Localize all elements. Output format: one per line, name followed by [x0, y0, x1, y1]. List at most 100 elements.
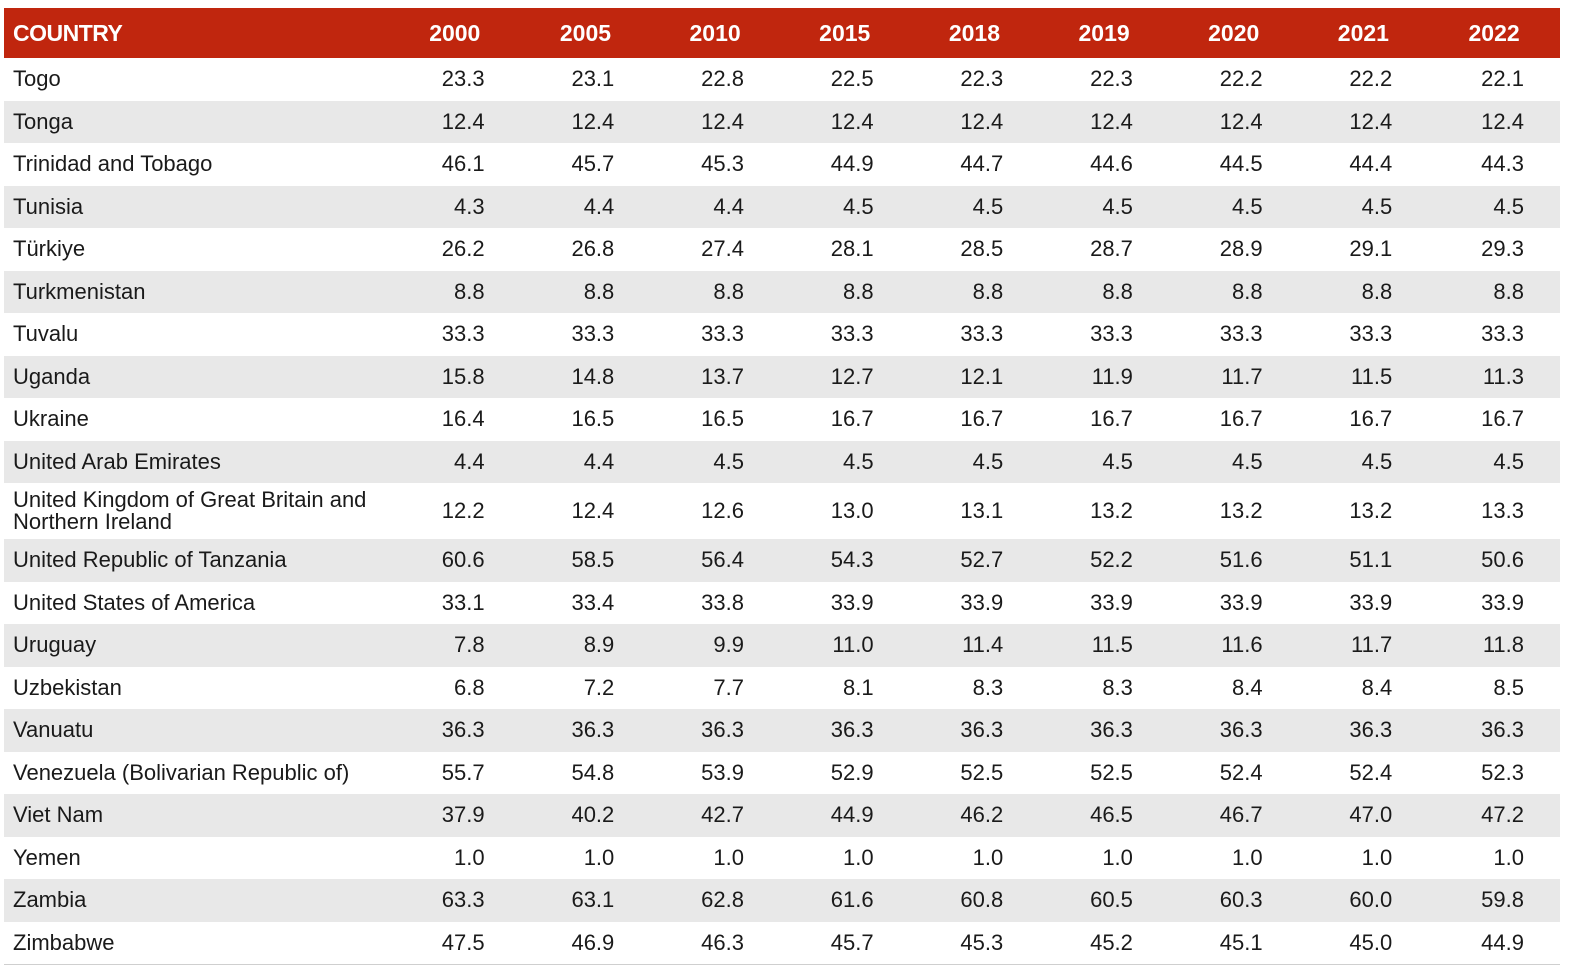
value-cell: 29.1	[1298, 228, 1429, 271]
value-cell: 33.9	[779, 581, 910, 624]
value-cell: 13.1	[909, 483, 1040, 539]
value-cell: 55.7	[388, 751, 521, 794]
country-name-cell: Tonga	[4, 100, 389, 143]
value-cell: 28.1	[779, 228, 910, 271]
value-cell: 6.8	[388, 666, 521, 709]
table-row: Venezuela (Bolivarian Republic of) 55.7 54…	[4, 751, 1560, 794]
value-cell: 13.2	[1168, 483, 1299, 539]
value-cell: 8.8	[388, 270, 521, 313]
data-table-container: COUNTRY 2000 2005 2010 2015 2018 2019 2020 2021 2…	[4, 8, 1560, 965]
value-cell: 23.3	[388, 58, 521, 101]
country-name-cell: United Republic of Tanzania	[4, 539, 389, 582]
value-cell: 4.5	[1428, 440, 1560, 483]
value-cell: 12.4	[779, 100, 910, 143]
value-cell: 46.3	[650, 921, 780, 965]
value-cell: 8.8	[1168, 270, 1299, 313]
country-name-cell: Uzbekistan	[4, 666, 389, 709]
value-cell: 11.9	[1039, 355, 1169, 398]
value-cell: 60.3	[1168, 879, 1299, 922]
value-cell: 22.5	[779, 58, 910, 101]
value-cell: 22.8	[650, 58, 780, 101]
column-header-year: 2020	[1168, 8, 1299, 58]
value-cell: 56.4	[650, 539, 780, 582]
value-cell: 4.4	[520, 185, 651, 228]
value-cell: 7.7	[650, 666, 780, 709]
value-cell: 44.7	[909, 143, 1040, 186]
value-cell: 33.9	[1428, 581, 1560, 624]
table-row: Togo 23.3 23.1 22.8 22.5 22.3 22.3 22.2 22.2 22.1	[4, 58, 1560, 101]
country-name-cell: Togo	[4, 58, 389, 101]
value-cell: 22.3	[909, 58, 1040, 101]
country-name-cell: Uruguay	[4, 624, 389, 667]
value-cell: 44.4	[1298, 143, 1429, 186]
value-cell: 61.6	[779, 879, 910, 922]
value-cell: 33.9	[1168, 581, 1299, 624]
value-cell: 8.8	[520, 270, 651, 313]
value-cell: 60.8	[909, 879, 1040, 922]
value-cell: 12.1	[909, 355, 1040, 398]
column-header-year: 2022	[1428, 8, 1560, 58]
value-cell: 52.2	[1039, 539, 1169, 582]
value-cell: 63.1	[520, 879, 651, 922]
value-cell: 13.7	[650, 355, 780, 398]
value-cell: 7.8	[388, 624, 521, 667]
value-cell: 45.7	[520, 143, 651, 186]
table-row: Uruguay 7.8 8.9 9.9 11.0 11.4 11.5 11.6 11.7 11.8	[4, 624, 1560, 667]
country-name-cell: United Arab Emirates	[4, 440, 389, 483]
value-cell: 33.8	[650, 581, 780, 624]
value-cell: 28.7	[1039, 228, 1169, 271]
value-cell: 4.5	[650, 440, 780, 483]
country-name-cell: Yemen	[4, 836, 389, 879]
value-cell: 16.7	[909, 398, 1040, 441]
value-cell: 8.4	[1298, 666, 1429, 709]
value-cell: 33.3	[650, 313, 780, 356]
value-cell: 4.5	[1039, 185, 1169, 228]
country-name-cell: Viet Nam	[4, 794, 389, 837]
value-cell: 13.2	[1298, 483, 1429, 539]
value-cell: 4.5	[1428, 185, 1560, 228]
value-cell: 12.4	[520, 100, 651, 143]
value-cell: 11.5	[1039, 624, 1169, 667]
value-cell: 8.8	[779, 270, 910, 313]
value-cell: 12.4	[909, 100, 1040, 143]
value-cell: 4.5	[779, 185, 910, 228]
country-name-cell: Venezuela (Bolivarian Republic of)	[4, 751, 389, 794]
value-cell: 44.9	[779, 794, 910, 837]
value-cell: 12.7	[779, 355, 910, 398]
table-row: Viet Nam 37.9 40.2 42.7 44.9 46.2 46.5 46.7 47.0…	[4, 794, 1560, 837]
value-cell: 8.8	[650, 270, 780, 313]
table-row: Zambia 63.3 63.1 62.8 61.6 60.8 60.5 60.3 60.0 59…	[4, 879, 1560, 922]
value-cell: 45.7	[779, 921, 910, 965]
value-cell: 33.4	[520, 581, 651, 624]
value-cell: 44.6	[1039, 143, 1169, 186]
value-cell: 13.0	[779, 483, 910, 539]
value-cell: 46.1	[388, 143, 521, 186]
value-cell: 4.5	[1039, 440, 1169, 483]
value-cell: 33.3	[779, 313, 910, 356]
value-cell: 52.5	[909, 751, 1040, 794]
country-name-cell: United Kingdom of Great Britain and Nort…	[4, 483, 389, 539]
value-cell: 50.6	[1428, 539, 1560, 582]
value-cell: 11.6	[1168, 624, 1299, 667]
value-cell: 33.3	[1168, 313, 1299, 356]
value-cell: 37.9	[388, 794, 521, 837]
table-body: Togo 23.3 23.1 22.8 22.5 22.3 22.3 22.2 22.2 22.1…	[4, 58, 1560, 965]
table-header-row: COUNTRY 2000 2005 2010 2015 2018 2019 2020 2021 2…	[4, 8, 1560, 58]
country-name-cell: Trinidad and Tobago	[4, 143, 389, 186]
value-cell: 27.4	[650, 228, 780, 271]
value-cell: 33.3	[520, 313, 651, 356]
value-cell: 12.6	[650, 483, 780, 539]
value-cell: 54.3	[779, 539, 910, 582]
column-header-year: 2015	[779, 8, 910, 58]
value-cell: 46.2	[909, 794, 1040, 837]
value-cell: 33.9	[1298, 581, 1429, 624]
table-row: United States of America 33.1 33.4 33.8 33.9…	[4, 581, 1560, 624]
country-name-cell: Turkmenistan	[4, 270, 389, 313]
table-row: Uganda 15.8 14.8 13.7 12.7 12.1 11.9 11.7 11.5 11…	[4, 355, 1560, 398]
value-cell: 33.3	[1298, 313, 1429, 356]
column-header-year: 2019	[1039, 8, 1169, 58]
value-cell: 47.2	[1428, 794, 1560, 837]
value-cell: 46.9	[520, 921, 651, 965]
value-cell: 47.0	[1298, 794, 1429, 837]
value-cell: 28.9	[1168, 228, 1299, 271]
